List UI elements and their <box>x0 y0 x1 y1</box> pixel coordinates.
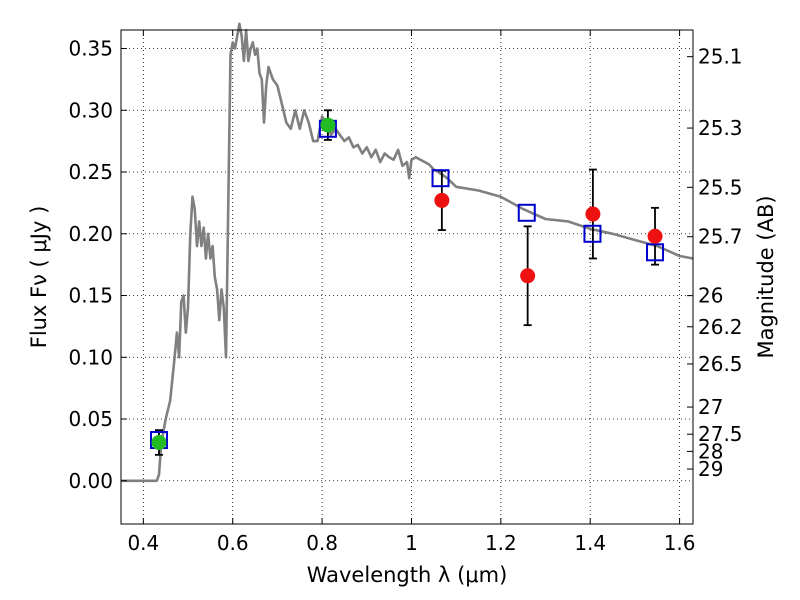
y-tick-label: 0.00 <box>68 469 113 493</box>
observed-flux-point <box>585 206 601 222</box>
y2-tick-label: 26.5 <box>698 352 743 376</box>
plot-frame <box>120 29 694 525</box>
y2-tick-label: 28 <box>698 439 723 463</box>
observed-flux-point <box>151 434 167 450</box>
model-photometry-square <box>517 203 536 222</box>
y2-tick-label: 25.1 <box>698 45 743 69</box>
y-tick-label: 0.25 <box>68 160 113 184</box>
observed-flux-point <box>647 228 663 244</box>
model-photometry-square <box>646 243 665 262</box>
y2-axis-label: Magnitude (AB) <box>754 195 778 358</box>
x-tick-label: 0.4 <box>127 531 159 555</box>
y-axis-label: Flux Fν ( μJy ) <box>27 206 51 349</box>
y-tick-label: 0.20 <box>68 222 113 246</box>
y2-tick-label: 25.5 <box>698 175 743 199</box>
y2-tick-label: 25.7 <box>698 225 743 249</box>
y-tick-label: 0.30 <box>68 98 113 122</box>
model-photometry-square <box>583 224 602 243</box>
y-tick-label: 0.05 <box>68 407 113 431</box>
observed-flux-point <box>520 268 536 284</box>
model-spectrum-line <box>121 22 694 483</box>
y2-tick-label: 26 <box>698 284 723 308</box>
x-tick-label: 1 <box>405 531 418 555</box>
y2-tick-label: 27.5 <box>698 422 743 446</box>
x-tick-label: 1.4 <box>574 531 606 555</box>
model-photometry-square <box>431 169 450 188</box>
y2-tick-label: 27 <box>698 395 723 419</box>
y2-tick-label: 26.2 <box>698 315 743 339</box>
x-tick-label: 0.6 <box>217 531 249 555</box>
y-tick-label: 0.10 <box>68 345 113 369</box>
y2-tick-label: 29 <box>698 457 723 481</box>
y2-tick-label: 25.3 <box>698 116 743 140</box>
observed-flux-point <box>320 117 336 133</box>
x-tick-label: 1.6 <box>664 531 696 555</box>
y-tick-label: 0.15 <box>68 284 113 308</box>
y-tick-label: 0.35 <box>68 37 113 61</box>
x-tick-label: 0.8 <box>306 531 338 555</box>
observed-flux-point <box>434 192 450 208</box>
x-axis-label: Wavelength λ (μm) <box>307 563 508 587</box>
x-tick-label: 1.2 <box>485 531 517 555</box>
